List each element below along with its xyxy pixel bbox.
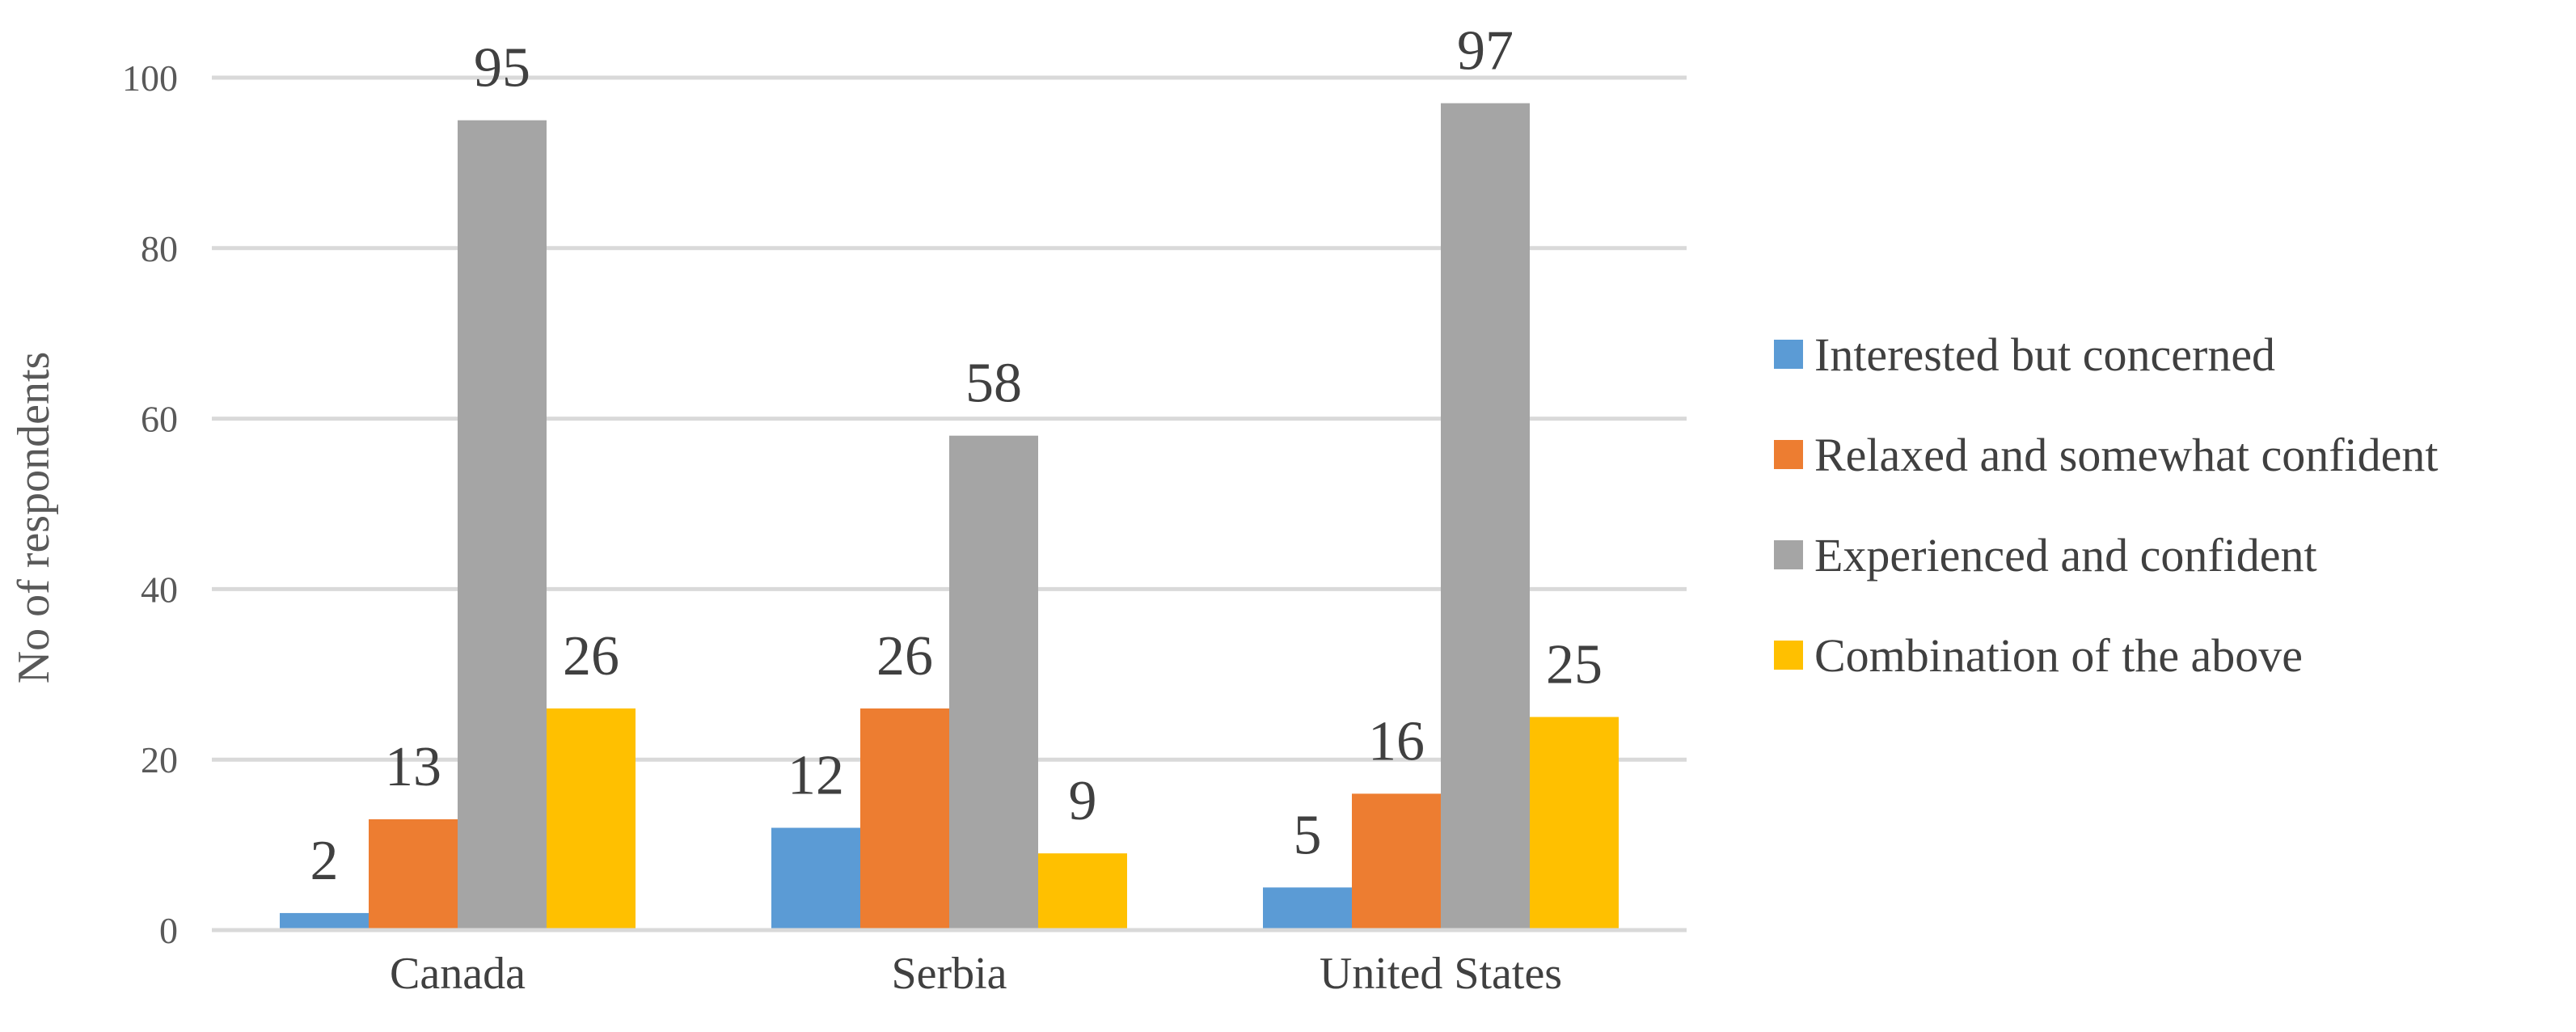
data-label-canada-interested-but-concerned: 2	[310, 830, 339, 892]
bar-canada-interested-but-concerned	[280, 912, 369, 930]
data-label-united-states-experienced-and-confident: 97	[1457, 20, 1514, 82]
legend-swatch-relaxed-and-somewhat-confident	[1774, 440, 1803, 469]
bar-canada-relaxed-and-somewhat-confident	[369, 818, 458, 930]
y-axis-title: No of respondents	[9, 352, 59, 684]
y-tick-label-60: 60	[141, 399, 178, 440]
y-tick-label-100: 100	[122, 57, 178, 99]
legend-label-experienced-and-confident: Experienced and confident	[1814, 529, 2317, 582]
y-tick-label-0: 0	[159, 910, 178, 951]
legend-swatch-combination-of-the-above	[1774, 641, 1803, 670]
bar-canada-experienced-and-confident	[458, 120, 547, 930]
x-tick-label-serbia: Serbia	[891, 949, 1007, 999]
data-label-united-states-relaxed-and-somewhat-confident: 16	[1368, 710, 1425, 772]
y-tick-label-20: 20	[141, 739, 178, 780]
legend-label-relaxed-and-somewhat-confident: Relaxed and somewhat confident	[1814, 429, 2438, 481]
data-label-serbia-experienced-and-confident: 58	[965, 353, 1022, 415]
x-tick-label-canada: Canada	[390, 949, 526, 999]
data-label-canada-combination-of-the-above: 26	[563, 625, 619, 687]
data-label-serbia-relaxed-and-somewhat-confident: 26	[876, 625, 933, 687]
legend-swatch-experienced-and-confident	[1774, 540, 1803, 569]
bar-serbia-relaxed-and-somewhat-confident	[860, 708, 949, 930]
data-label-united-states-combination-of-the-above: 25	[1546, 634, 1603, 696]
data-label-canada-relaxed-and-somewhat-confident: 13	[385, 736, 441, 798]
y-tick-label-80: 80	[141, 228, 178, 269]
x-axis: Canada Serbia United States	[212, 928, 1687, 999]
bar-united-states-experienced-and-confident	[1441, 103, 1530, 931]
legend-label-combination-of-the-above: Combination of the above	[1814, 629, 2303, 682]
bar-serbia-experienced-and-confident	[949, 435, 1038, 930]
data-label-serbia-combination-of-the-above: 9	[1069, 770, 1097, 832]
x-tick-label-united-states: United States	[1320, 949, 1562, 999]
bar-united-states-relaxed-and-somewhat-confident	[1352, 793, 1441, 930]
bar-canada-combination-of-the-above	[547, 708, 636, 930]
bar-serbia-interested-but-concerned	[771, 827, 860, 930]
legend-swatch-interested-but-concerned	[1774, 340, 1803, 369]
data-label-canada-experienced-and-confident: 95	[474, 37, 530, 99]
legend: Interested but concerned Relaxed and some…	[1774, 328, 2438, 682]
bar-serbia-combination-of-the-above	[1038, 853, 1127, 930]
y-axis-ticks: 0 20 40 60 80 100	[122, 57, 178, 951]
y-tick-label-40: 40	[141, 569, 178, 610]
bars	[280, 103, 1619, 931]
legend-label-interested-but-concerned: Interested but concerned	[1814, 328, 2275, 381]
bar-united-states-interested-but-concerned	[1263, 887, 1352, 930]
data-label-serbia-interested-but-concerned: 12	[788, 745, 844, 807]
bar-united-states-combination-of-the-above	[1530, 717, 1619, 930]
data-label-united-states-interested-but-concerned: 5	[1294, 804, 1322, 866]
